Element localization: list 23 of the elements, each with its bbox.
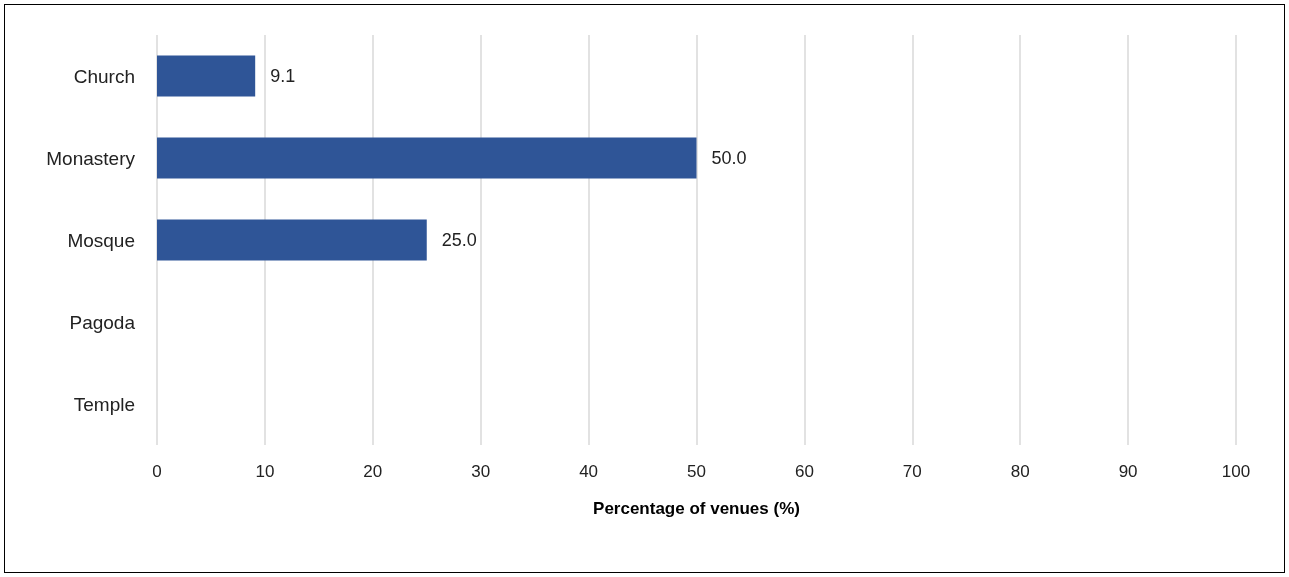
y-tick-label: Church	[73, 65, 135, 87]
x-tick-label: 20	[363, 462, 383, 481]
y-tick-label: Monastery	[46, 147, 136, 169]
bar	[157, 55, 256, 97]
x-tick-label: 0	[152, 462, 162, 481]
x-axis-title: Percentage of venues (%)	[593, 499, 800, 518]
data-label: 25.0	[441, 230, 477, 250]
x-tick-label: 70	[902, 462, 922, 481]
x-tick-label: 80	[1010, 462, 1030, 481]
y-tick-label: Temple	[73, 393, 135, 415]
x-tick-label: 50	[687, 462, 706, 481]
x-tick-label: 90	[1118, 462, 1138, 481]
y-tick-label: Mosque	[67, 229, 135, 251]
x-tick-label: 30	[471, 462, 491, 481]
x-tick-label: 60	[794, 462, 814, 481]
x-tick-label: 40	[579, 462, 599, 481]
data-label: 9.1	[270, 66, 296, 86]
bar	[157, 137, 697, 179]
x-tick-label: 100	[1221, 462, 1251, 481]
data-label: 50.0	[711, 148, 747, 168]
x-tick-label: 10	[255, 462, 275, 481]
bar	[157, 219, 427, 261]
y-tick-label: Pagoda	[69, 311, 136, 333]
